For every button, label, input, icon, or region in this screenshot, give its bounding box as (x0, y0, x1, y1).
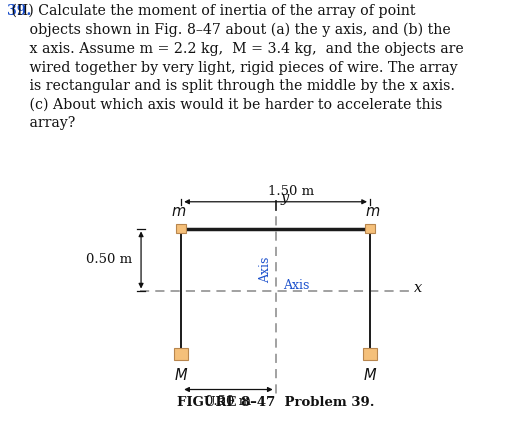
Text: (II) Calculate the moment of inertia of the array of point
     objects shown in: (II) Calculate the moment of inertia of … (7, 4, 464, 131)
Text: $M$: $M$ (174, 367, 188, 383)
Text: Axis: Axis (283, 279, 310, 291)
Text: $M$: $M$ (363, 367, 377, 383)
Text: 0.50 m: 0.50 m (86, 253, 132, 267)
Text: $m$: $m$ (365, 205, 380, 220)
Bar (174, 348, 188, 360)
Text: Axis: Axis (259, 257, 272, 283)
Text: FIGURE 8–47  Problem 39.: FIGURE 8–47 Problem 39. (177, 395, 374, 409)
Text: y: y (280, 190, 289, 205)
Bar (363, 348, 377, 360)
Text: 1.50 m: 1.50 m (268, 185, 314, 198)
Bar (176, 224, 186, 233)
Text: $m$: $m$ (171, 205, 187, 220)
Bar (365, 224, 375, 233)
Text: 39.: 39. (7, 4, 31, 18)
Text: x: x (414, 281, 422, 294)
Text: 0.50 m: 0.50 m (206, 395, 252, 407)
